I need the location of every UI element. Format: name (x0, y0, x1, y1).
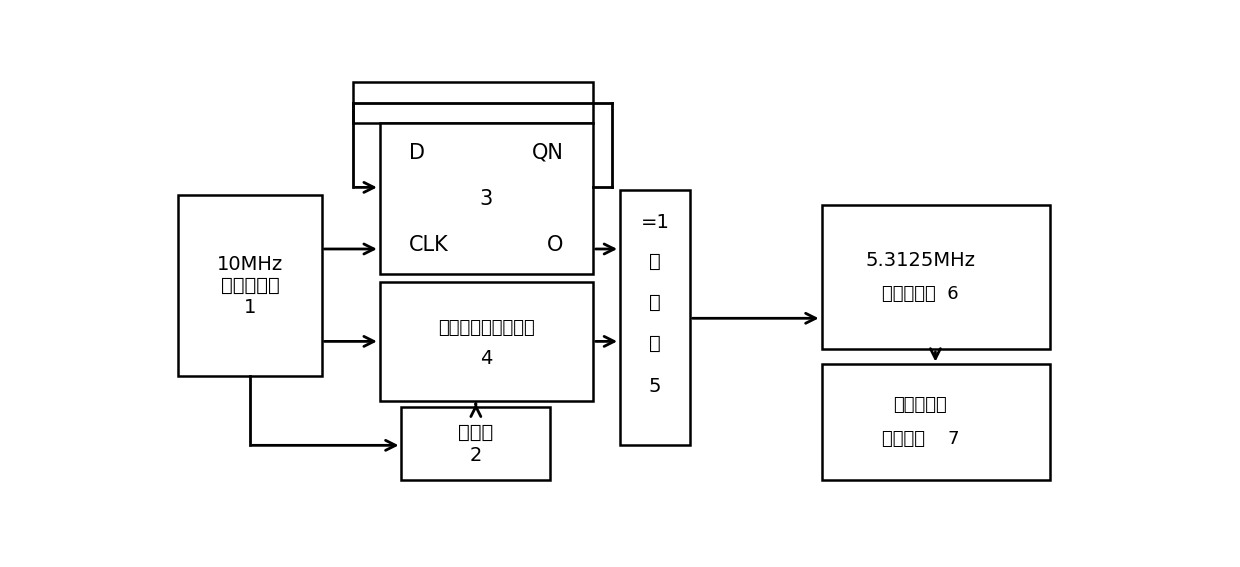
Text: 放大电路    7: 放大电路 7 (882, 430, 959, 448)
Text: 直接数字频率合成器: 直接数字频率合成器 (438, 319, 534, 337)
Text: 或: 或 (649, 293, 661, 312)
Bar (620, 190, 689, 445)
Text: QN: QN (532, 143, 563, 163)
Bar (821, 205, 1050, 349)
Text: 单片机: 单片机 (459, 423, 494, 442)
Text: 3: 3 (480, 189, 494, 209)
Text: 三极管选频: 三极管选频 (894, 396, 947, 414)
Text: =1: =1 (640, 213, 670, 232)
Text: 10MHz: 10MHz (217, 255, 283, 273)
Bar (402, 407, 551, 480)
Bar (179, 195, 321, 376)
Bar (821, 365, 1050, 480)
Text: CLK: CLK (409, 235, 449, 255)
Text: 晶体滤波器  6: 晶体滤波器 6 (882, 285, 959, 303)
Text: 5.3125MHz: 5.3125MHz (866, 251, 976, 270)
Text: D: D (409, 143, 425, 163)
Bar (379, 124, 593, 274)
Text: 异: 异 (649, 252, 661, 271)
Text: O: O (547, 235, 563, 255)
Bar (352, 82, 593, 124)
Text: 门: 门 (649, 333, 661, 353)
Text: 4: 4 (480, 349, 492, 368)
Text: 2: 2 (470, 446, 482, 466)
Text: 1: 1 (244, 298, 257, 316)
Text: 5: 5 (649, 377, 661, 396)
Text: 晶体振荡器: 晶体振荡器 (221, 276, 279, 295)
Bar (379, 282, 593, 401)
